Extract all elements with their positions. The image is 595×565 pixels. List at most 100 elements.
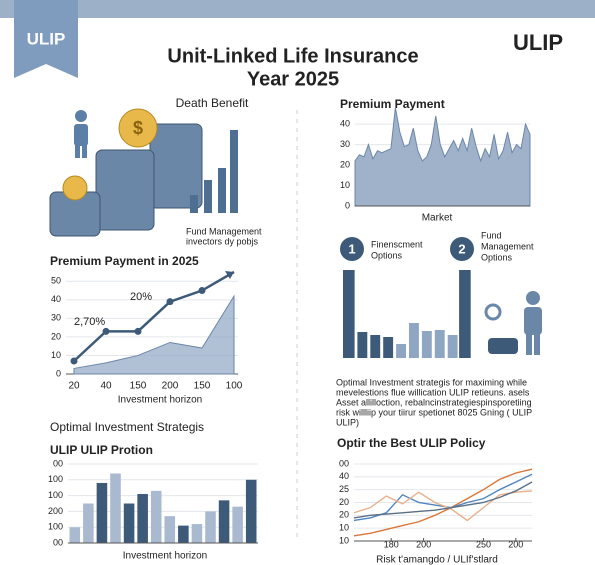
section-title: Death Benefit — [176, 96, 249, 110]
bar — [434, 330, 445, 358]
area — [354, 107, 531, 207]
arrow-head — [225, 271, 234, 279]
bar — [409, 323, 419, 358]
number-badge — [340, 237, 364, 261]
y-tick-label: 20 — [339, 510, 349, 520]
line — [353, 490, 533, 522]
y-tick-label: 10 — [339, 535, 349, 545]
caption: invectors dy pobjs — [186, 236, 259, 246]
y-tick-label: 20 — [51, 331, 61, 341]
x-tick-label: 40 — [100, 381, 112, 392]
x-tick-label: 20 — [68, 381, 80, 392]
option-number: 1 — [348, 241, 355, 256]
point — [198, 287, 206, 295]
death-benefit-illustration: $ — [49, 108, 238, 237]
bar — [383, 337, 394, 358]
y-tick-label: 200 — [48, 506, 63, 516]
number-badge — [450, 237, 474, 261]
paragraph-line: Optimal Investment strategis for maximin… — [336, 377, 527, 387]
paragraph-line: risk willliip your tiirur spetionet 8025… — [336, 407, 532, 417]
x-tick-label: 150 — [130, 381, 147, 392]
y-tick-label: 10 — [51, 350, 61, 360]
chart-title: Premium Payment in 2025 — [50, 254, 199, 268]
bar — [218, 500, 230, 543]
point — [134, 327, 142, 335]
y-tick-label: 00 — [53, 537, 63, 547]
x-axis-label: Market — [422, 213, 453, 224]
y-tick-label: 00 — [339, 458, 349, 468]
badge-text: ULIP — [27, 29, 66, 48]
y-tick-label: 100 — [48, 490, 63, 500]
area — [73, 294, 235, 375]
point — [166, 298, 174, 306]
x-axis-label: Investment horizon — [118, 395, 203, 406]
option-text: Fund — [481, 230, 502, 240]
point — [70, 357, 78, 365]
y-tick-label: 30 — [51, 313, 61, 323]
bar — [96, 482, 108, 543]
y-tick-label: 0 — [345, 200, 350, 210]
paragraph-line: ULIP) — [336, 417, 359, 427]
bar — [123, 503, 135, 543]
chart-title: ULIP ULIP Protion — [50, 443, 153, 457]
y-tick-label: 100 — [48, 474, 63, 484]
line — [73, 270, 235, 362]
bar — [245, 479, 257, 543]
line — [353, 468, 533, 537]
x-tick-label: 100 — [226, 381, 243, 392]
title-line: Year 2025 — [247, 68, 339, 90]
svg-text:$: $ — [133, 118, 143, 138]
bar — [447, 335, 458, 358]
bar — [421, 331, 432, 358]
y-tick-label: 40 — [340, 118, 350, 128]
y-tick-label: 0 — [56, 368, 61, 378]
brand: ULIP — [513, 30, 563, 55]
title-line: Unit-Linked Life Insurance — [167, 45, 418, 67]
y-tick-label: 30 — [340, 139, 350, 149]
person-illustration — [484, 291, 542, 355]
x-tick-label: 200 — [162, 381, 179, 392]
x-axis-label: Investment horizon — [123, 551, 208, 562]
option-number: 2 — [458, 241, 465, 256]
x-tick-label: 250 — [476, 539, 491, 549]
bar — [205, 511, 216, 543]
y-tick-label: 20 — [340, 159, 350, 169]
chart-title: Optir the Best ULIP Policy — [337, 436, 486, 450]
bar — [459, 270, 471, 358]
line — [353, 473, 533, 522]
bar — [232, 506, 243, 543]
option-text: Options — [371, 250, 403, 260]
option-text: Management — [481, 241, 534, 251]
bar — [357, 332, 368, 358]
y-tick-label: 40 — [51, 294, 61, 304]
chart-title: Premium Payment — [340, 97, 445, 111]
bar — [164, 516, 176, 543]
x-tick-label: 150 — [194, 381, 211, 392]
point — [102, 327, 110, 335]
bar — [191, 524, 203, 543]
y-tick-label: 10 — [339, 523, 349, 533]
badge-shield — [14, 0, 78, 78]
paragraph-line: Asset allilloction, rebalncinstrategiesp… — [336, 397, 532, 407]
paragraph-line: mevelestions flue willication ULIP retie… — [336, 387, 530, 397]
caption: Fund Management — [186, 226, 262, 236]
bar — [83, 503, 94, 543]
annotation: 2,70% — [74, 316, 105, 328]
bar — [178, 525, 189, 543]
option-text: Finenscment — [371, 239, 423, 249]
y-tick-label: 25 — [339, 484, 349, 494]
y-tick-label: 20 — [339, 497, 349, 507]
option-text: Options — [481, 252, 513, 262]
x-tick-label: 200 — [508, 539, 523, 549]
y-tick-label: 00 — [53, 458, 63, 468]
x-tick-label: 200 — [416, 539, 431, 549]
section-heading: Optimal Investment Strategis — [50, 420, 204, 434]
y-tick-label: 100 — [48, 522, 63, 532]
y-tick-label: 50 — [51, 276, 61, 286]
bar — [110, 473, 121, 543]
y-tick-label: 10 — [340, 180, 350, 190]
line — [353, 481, 533, 519]
x-axis-label: Risk t'amangdo / ULIf'stlard — [376, 555, 498, 565]
x-tick-label: 180 — [384, 539, 399, 549]
